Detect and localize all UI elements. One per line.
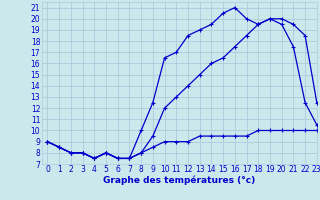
X-axis label: Graphe des températures (°c): Graphe des températures (°c) [103,176,255,185]
